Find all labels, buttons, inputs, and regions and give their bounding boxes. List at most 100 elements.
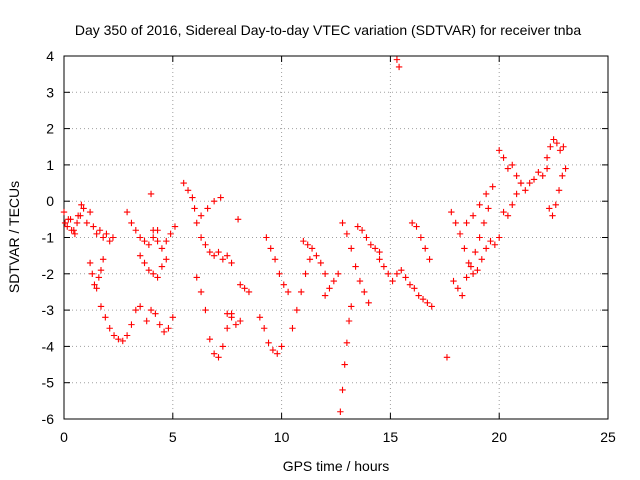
series-arc-n bbox=[237, 281, 253, 296]
data-point bbox=[300, 237, 307, 245]
data-point bbox=[546, 205, 553, 212]
data-point bbox=[376, 256, 383, 263]
data-point bbox=[73, 219, 81, 227]
data-point bbox=[476, 201, 483, 209]
y-tick-label: 2 bbox=[46, 121, 54, 137]
data-point bbox=[513, 190, 520, 198]
data-point bbox=[95, 274, 103, 281]
series-arc-o bbox=[234, 216, 242, 223]
data-point bbox=[408, 219, 416, 227]
data-point bbox=[193, 274, 200, 281]
data-point bbox=[97, 266, 105, 274]
data-point bbox=[547, 143, 554, 150]
data-point bbox=[443, 354, 451, 361]
data-point bbox=[465, 259, 472, 267]
data-point bbox=[504, 212, 512, 219]
data-point bbox=[419, 296, 427, 303]
data-point bbox=[280, 281, 287, 288]
data-point bbox=[119, 337, 126, 345]
data-point bbox=[417, 234, 425, 241]
data-point bbox=[321, 270, 329, 277]
data-point bbox=[556, 147, 564, 154]
data-point bbox=[97, 303, 105, 310]
data-point bbox=[463, 219, 470, 227]
data-point bbox=[339, 386, 346, 394]
data-point bbox=[136, 303, 144, 310]
data-point bbox=[206, 335, 213, 343]
data-point bbox=[345, 317, 353, 325]
series-arc-g bbox=[143, 306, 176, 336]
data-point bbox=[422, 245, 429, 252]
data-point bbox=[115, 335, 122, 343]
data-point bbox=[267, 245, 274, 252]
data-point bbox=[480, 219, 488, 227]
x-tick-label: 25 bbox=[600, 429, 616, 445]
data-point bbox=[224, 310, 231, 317]
data-point bbox=[215, 354, 222, 361]
y-tick-label: 3 bbox=[46, 84, 54, 100]
data-point bbox=[560, 143, 567, 150]
data-point bbox=[459, 292, 466, 299]
data-point bbox=[156, 321, 163, 328]
data-point bbox=[535, 168, 542, 176]
y-tick-label: -1 bbox=[42, 230, 55, 246]
data-point bbox=[64, 223, 71, 230]
series-arc-d bbox=[97, 303, 144, 345]
data-point bbox=[306, 256, 314, 263]
data-point bbox=[145, 266, 153, 274]
data-point bbox=[476, 234, 483, 241]
data-point bbox=[308, 245, 316, 252]
series-arc-x bbox=[376, 256, 435, 310]
data-point bbox=[219, 256, 227, 263]
data-point bbox=[426, 256, 433, 263]
data-point bbox=[456, 230, 464, 238]
y-axis-label: SDTVAR / TECUs bbox=[6, 181, 22, 293]
data-point bbox=[110, 332, 118, 339]
data-point bbox=[398, 266, 405, 274]
data-point bbox=[550, 136, 557, 143]
y-tick-label: 1 bbox=[46, 157, 54, 173]
data-point bbox=[128, 321, 135, 328]
data-point bbox=[278, 343, 285, 350]
data-point bbox=[265, 339, 272, 346]
data-point bbox=[543, 165, 551, 172]
data-point bbox=[232, 321, 240, 328]
data-point bbox=[86, 208, 94, 216]
data-point bbox=[356, 277, 364, 285]
data-point bbox=[210, 350, 218, 357]
data-point bbox=[469, 270, 477, 277]
data-point bbox=[389, 277, 396, 285]
x-tick-label: 0 bbox=[60, 429, 68, 445]
data-point bbox=[371, 245, 379, 252]
data-point bbox=[106, 325, 113, 332]
data-point bbox=[352, 263, 359, 270]
data-point bbox=[274, 350, 281, 357]
data-point bbox=[461, 245, 468, 252]
series-arc-f bbox=[136, 252, 170, 281]
data-point bbox=[224, 325, 231, 332]
series-arc-t bbox=[321, 270, 342, 299]
y-tick-label: 4 bbox=[46, 48, 54, 64]
data-point bbox=[165, 325, 172, 332]
data-point bbox=[141, 237, 148, 245]
data-point bbox=[136, 252, 144, 259]
data-point bbox=[380, 263, 388, 270]
series-arc-c bbox=[86, 256, 107, 292]
y-tick-label: -5 bbox=[42, 375, 55, 391]
data-point bbox=[189, 194, 196, 201]
data-point bbox=[504, 165, 512, 172]
data-point bbox=[160, 328, 168, 336]
data-point bbox=[411, 285, 418, 292]
data-point bbox=[485, 205, 492, 212]
data-point bbox=[489, 183, 496, 190]
data-point bbox=[406, 281, 414, 288]
data-point bbox=[284, 288, 292, 296]
data-point bbox=[517, 179, 525, 187]
series-arc-ab bbox=[448, 208, 503, 277]
data-point bbox=[106, 237, 113, 245]
data-point bbox=[93, 230, 100, 238]
data-point bbox=[491, 241, 499, 248]
data-point bbox=[343, 230, 351, 238]
data-point bbox=[269, 346, 277, 354]
